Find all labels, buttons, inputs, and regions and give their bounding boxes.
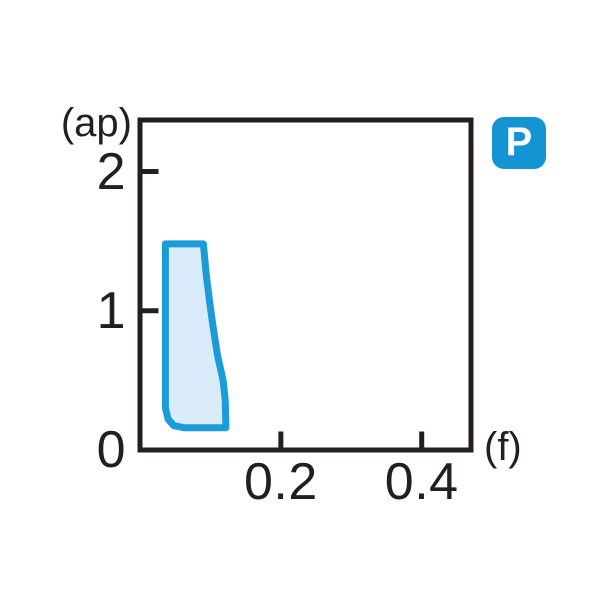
application-range-region xyxy=(161,240,230,432)
y-tick-label-2: 2 xyxy=(96,142,126,201)
x-tick-label-0: 0.2 xyxy=(243,453,318,511)
y-tick-label-0: 0 xyxy=(96,421,126,479)
material-class-p-badge: P xyxy=(492,117,546,169)
y-axis-label: (ap) xyxy=(60,101,132,145)
plot-border xyxy=(137,117,474,453)
y-tick-label-1: 1 xyxy=(96,281,126,340)
x-axis-label: (f) xyxy=(484,425,522,469)
x-tick-label-1: 0.4 xyxy=(384,453,459,511)
